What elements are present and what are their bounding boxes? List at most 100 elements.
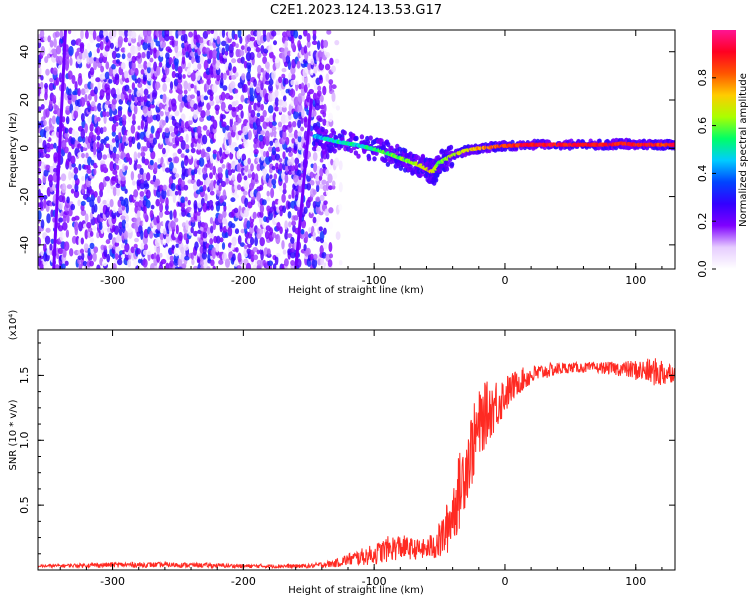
spectrogram-cell	[323, 200, 328, 206]
spectrogram-cell	[60, 173, 67, 182]
spectrogram-cell	[260, 81, 264, 91]
spectrogram-cell	[196, 83, 201, 91]
spectrogram-cell	[173, 246, 180, 257]
spectrogram-cell	[328, 83, 333, 92]
spectrogram-cell	[283, 258, 289, 267]
spectrogram-cell	[54, 31, 60, 38]
spectrogram-cell	[45, 130, 50, 141]
spectrogram-cell	[106, 253, 111, 263]
spectrogram-cell	[221, 40, 227, 47]
spectrogram-cell	[230, 144, 236, 154]
spectrogram-cell	[133, 162, 138, 171]
spectrogram-cell	[130, 124, 136, 134]
spectrogram-cell	[234, 93, 239, 100]
spectrogram-cell	[165, 115, 169, 124]
spectrogram-cell	[234, 228, 240, 235]
spectrogram-cell	[142, 41, 148, 51]
spectrogram-cell	[310, 67, 314, 76]
spectrogram-cell	[109, 106, 113, 117]
spectrogram-cell	[312, 162, 318, 173]
spectrogram-cell	[58, 217, 64, 223]
spectrogram-cell	[281, 171, 286, 181]
spectrogram-cell	[243, 175, 248, 181]
spectrogram-cell	[146, 62, 152, 68]
spectrogram-cell	[134, 201, 140, 208]
x-tick-label: 100	[625, 274, 646, 287]
spectrogram-cell	[84, 229, 89, 240]
spectrogram-cell	[92, 30, 97, 41]
spectrogram-cell	[271, 30, 277, 37]
spectrogram-cell	[89, 260, 94, 267]
spectrogram-cell	[93, 203, 98, 213]
spectrogram-cell	[51, 94, 57, 103]
spectrogram-cell	[149, 209, 154, 219]
spectrogram-cell	[193, 158, 199, 167]
spectrogram-cell	[240, 167, 246, 176]
spectrogram-cell	[209, 190, 215, 196]
x-tick-label: -300	[100, 575, 125, 588]
spectrogram-cell	[98, 181, 105, 192]
spectrogram-cell	[244, 43, 248, 54]
spectrogram-cell	[153, 252, 157, 260]
spectrogram-cell	[83, 243, 89, 251]
spectrogram-cell	[38, 82, 41, 88]
spectrogram-cell	[260, 45, 265, 54]
spectrogram-cell	[96, 47, 100, 54]
spectrogram-cell	[131, 37, 137, 44]
spectrogram-cell	[127, 88, 132, 94]
spectrogram-cell	[275, 162, 279, 170]
spectrogram-cell	[162, 237, 167, 246]
spectrogram-cell	[147, 42, 152, 48]
ridge-halo-cell	[372, 156, 377, 162]
spectrogram-cell	[300, 82, 305, 90]
spectrogram-cell	[80, 128, 86, 139]
spectrogram-cell	[247, 168, 252, 175]
spectrogram-cell	[306, 182, 312, 191]
spectrogram-cell	[40, 75, 44, 81]
snr-panel: -300 -200 -100 0 100 0.5 1.0 1.5 Height of str…	[8, 310, 676, 596]
spectrogram-cell	[117, 35, 124, 46]
y-tick-label: 1.0	[18, 432, 31, 450]
spectrogram-cell	[293, 129, 299, 139]
spectrogram-cell	[146, 66, 151, 74]
spectrogram-cell	[302, 67, 308, 78]
spectrogram-cell	[147, 109, 152, 118]
spectrogram-cell	[169, 255, 174, 262]
spectrogram-cell	[178, 231, 183, 242]
spectrogram-cell	[306, 82, 311, 88]
spectrogram-cell	[162, 82, 167, 93]
spectrogram-cell	[274, 97, 279, 107]
spectrogram-cell	[158, 264, 164, 269]
spectrogram-cell	[264, 116, 270, 123]
x-tick-label: -300	[100, 274, 125, 287]
spectrogram-cell	[152, 47, 157, 54]
spectrogram-cell	[132, 113, 136, 122]
spectrogram-cell	[308, 156, 314, 163]
spectrogram-cell	[227, 104, 233, 111]
spectrogram-cell	[221, 30, 226, 38]
spectrogram-cell	[268, 115, 274, 122]
spectrogram-cell	[217, 166, 223, 174]
spectrogram-cell	[206, 266, 211, 269]
spectrogram-cell	[212, 149, 217, 155]
spectrogram-cell	[189, 94, 196, 99]
spectrogram-cell	[97, 195, 101, 204]
spectrogram-cell	[305, 247, 311, 256]
spectrogram-cell	[217, 213, 224, 224]
spectrogram-cell	[108, 232, 113, 241]
spectrogram-cell	[246, 71, 251, 82]
snr-frame	[37, 329, 676, 571]
spectrogram-cell	[188, 115, 193, 121]
spectrogram-cell	[65, 116, 70, 125]
spectrogram-cell	[165, 145, 170, 154]
spectrogram-cell	[328, 79, 334, 85]
spectrogram-cell	[325, 168, 330, 176]
spectrogram-cell	[146, 249, 152, 255]
spectrogram-cell	[266, 190, 270, 197]
spectrogram-cell	[105, 100, 111, 106]
spectrogram-cell	[219, 78, 224, 86]
spectrogram-cell	[185, 219, 189, 231]
spectrogram-cell	[225, 125, 230, 131]
spectrogram-cell	[270, 187, 275, 199]
spectrogram-cell	[93, 86, 98, 95]
